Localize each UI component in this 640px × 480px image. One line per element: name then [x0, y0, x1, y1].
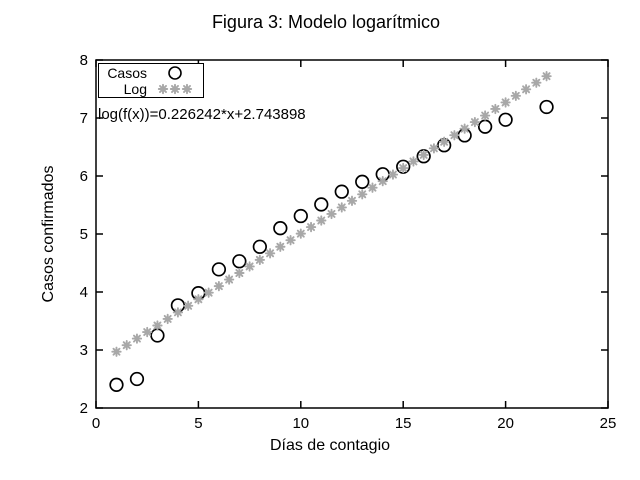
x-tick-label: 0	[92, 415, 100, 432]
model-point-asterisk	[142, 326, 153, 338]
model-point-asterisk	[244, 261, 255, 272]
legend-asterisk-glyph	[169, 83, 181, 94]
model-point-asterisk	[193, 294, 204, 305]
data-point-circle	[539, 99, 554, 115]
fit-equation-label: log(f(x))=0.226242*x+2.743898	[98, 106, 306, 123]
model-point-asterisk	[121, 340, 132, 351]
model-point-asterisk	[111, 346, 122, 357]
y-tick-label: 8	[80, 52, 88, 69]
model-point-asterisk	[305, 221, 317, 233]
model-point-asterisk	[295, 228, 306, 239]
legend-label-log: Log	[123, 80, 147, 97]
model-point-asterisk	[131, 333, 143, 344]
model-point-asterisk	[346, 195, 358, 206]
model-point-asterisk	[203, 287, 214, 298]
data-point-circle	[150, 328, 165, 343]
model-point-asterisk	[285, 235, 296, 246]
x-tick-label: 5	[194, 415, 202, 432]
model-point-asterisk	[377, 175, 388, 187]
model-point-asterisk	[418, 149, 429, 161]
data-point-circle	[129, 371, 145, 387]
x-tick-label: 10	[292, 415, 309, 432]
model-point-asterisk	[398, 162, 409, 174]
data-point-circle	[477, 119, 493, 134]
model-point-asterisk	[172, 307, 184, 318]
y-tick-label: 6	[80, 168, 88, 185]
model-point-asterisk	[520, 84, 532, 95]
x-axis-label: Días de contagio	[269, 437, 391, 454]
model-point-asterisk	[152, 320, 163, 331]
data-point-circle	[314, 197, 329, 212]
model-point-asterisk	[490, 103, 501, 115]
y-tick-label: 7	[80, 110, 88, 127]
legend-label-casos: Casos	[107, 64, 147, 81]
model-point-asterisk	[510, 90, 521, 102]
model-point-asterisk	[439, 136, 450, 147]
data-point-circle	[293, 208, 308, 224]
y-tick-label: 3	[80, 342, 88, 359]
legend-entry-casos: Casos	[99, 65, 203, 81]
model-point-asterisk	[408, 156, 419, 167]
asterisk-marker-icon	[147, 81, 203, 97]
model-point-asterisk	[162, 313, 173, 325]
model-point-asterisk	[367, 182, 378, 193]
x-tick-label: 25	[600, 415, 617, 432]
legend-asterisk-glyph	[181, 83, 193, 94]
model-point-asterisk	[387, 169, 399, 180]
model-point-asterisk	[459, 123, 470, 134]
model-point-asterisk	[326, 208, 337, 220]
model-point-asterisk	[428, 143, 440, 154]
model-point-asterisk	[449, 130, 460, 141]
open-circle-marker-icon	[147, 65, 203, 81]
legend: Casos Log	[98, 63, 204, 98]
data-point-circle	[252, 239, 267, 254]
legend-asterisk-glyph	[157, 83, 169, 94]
y-tick-label: 2	[80, 400, 88, 417]
data-point-circle	[498, 112, 513, 127]
chart-title: Figura 3: Modelo logarítmico	[211, 12, 441, 32]
y-tick-label: 5	[80, 226, 88, 243]
model-point-asterisk	[213, 280, 225, 292]
model-point-asterisk	[469, 116, 481, 128]
model-point-asterisk	[316, 215, 327, 226]
model-point-asterisk	[336, 202, 347, 213]
data-point-circle	[232, 254, 247, 269]
model-point-asterisk	[234, 267, 245, 279]
data-point-circle	[355, 174, 370, 189]
model-point-asterisk	[357, 189, 368, 200]
x-tick-label: 15	[395, 415, 412, 432]
model-point-asterisk	[531, 77, 542, 88]
model-point-asterisk	[264, 248, 276, 259]
model-point-asterisk	[223, 274, 235, 285]
data-point-circle	[334, 184, 349, 199]
model-point-asterisk	[183, 300, 194, 311]
model-point-asterisk	[275, 241, 286, 252]
data-point-circle	[211, 262, 227, 277]
model-point-asterisk	[479, 110, 491, 121]
model-point-asterisk	[254, 254, 265, 266]
legend-entry-log: Log	[99, 81, 203, 97]
data-point-circle	[109, 377, 124, 392]
data-point-circle	[273, 221, 288, 236]
y-tick-label: 4	[80, 284, 88, 301]
model-point-asterisk	[500, 97, 511, 108]
x-tick-label: 20	[497, 415, 514, 432]
model-point-asterisk	[541, 71, 552, 82]
